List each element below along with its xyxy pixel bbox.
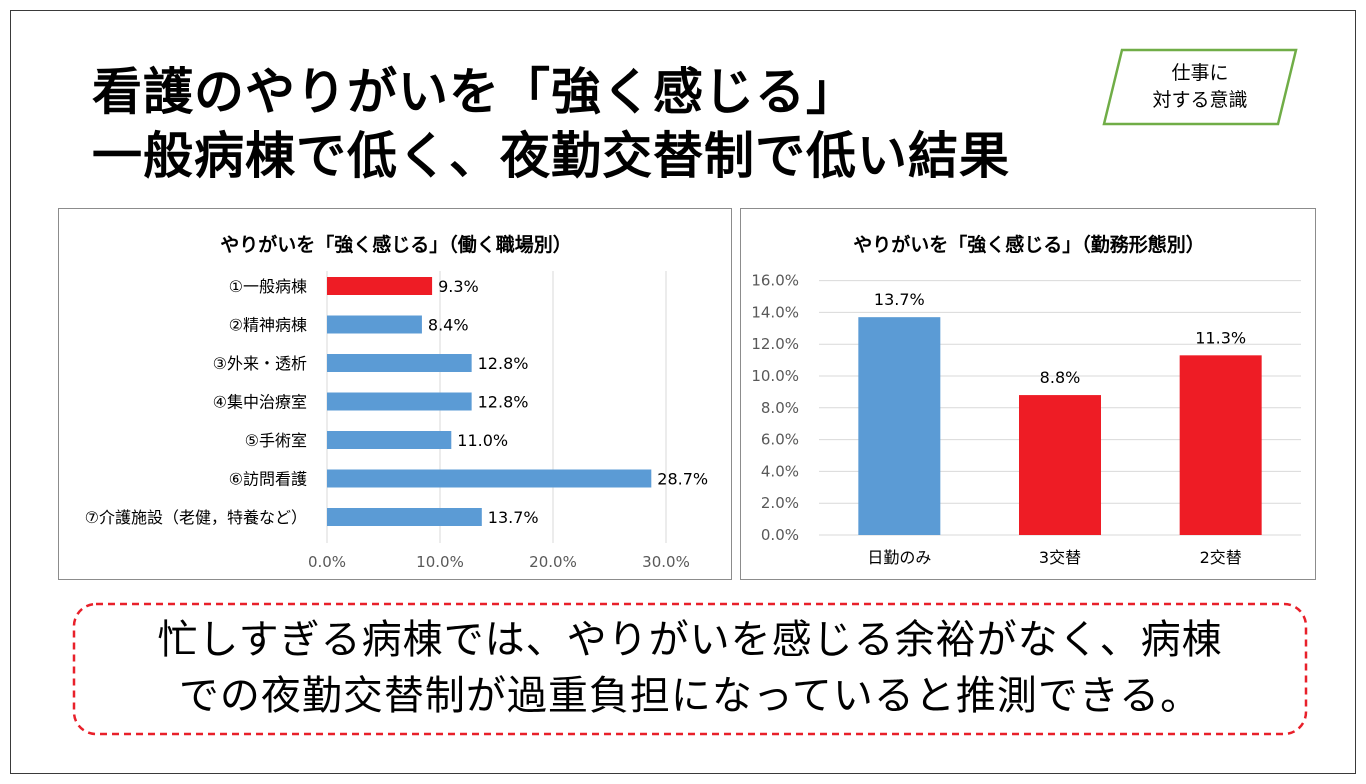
y-tick-label: 4.0% xyxy=(761,462,799,480)
bar xyxy=(327,315,422,334)
y-tick-label: 16.0% xyxy=(751,272,799,290)
y-tick-label: 10.0% xyxy=(751,367,799,385)
category-label: 日勤のみ xyxy=(867,548,931,567)
conclusion-line-1: 忙しすぎる病棟では、やりがいを感じる余裕がなく、病棟 xyxy=(157,617,1223,663)
conclusion-line-2: での夜勤交替制が過重負担になっていると推測できる。 xyxy=(178,673,1202,719)
bar xyxy=(327,469,652,488)
category-label: ④集中治療室 xyxy=(213,393,307,412)
category-label: ⑦介護施設（老健，特養など） xyxy=(85,508,307,527)
chart-workplace-svg: やりがいを「強く感じる」（働く職場別） 0.0% 10.0% 20.0% 30.0% ①… xyxy=(85,233,708,571)
chart-title: やりがいを「強く感じる」（勤務形態別） xyxy=(853,233,1205,256)
x-tick-label: 20.0% xyxy=(529,553,577,571)
x-tick-label: 0.0% xyxy=(308,553,346,571)
data-label: 13.7% xyxy=(874,290,925,309)
data-label: 8.4% xyxy=(428,316,469,335)
chart-shift-svg: やりがいを「強く感じる」（勤務形態別） 0.0% 2.0% 4.0% 6.0% 8.0%… xyxy=(751,233,1301,567)
category-label: 3交替 xyxy=(1039,548,1081,567)
badge-line-1: 仕事に xyxy=(1171,62,1229,84)
bar xyxy=(327,354,472,372)
x-tick-label: 10.0% xyxy=(416,553,464,571)
y-tick-label: 14.0% xyxy=(751,303,799,321)
data-label: 8.8% xyxy=(1040,368,1081,387)
badge-line-2: 対する意識 xyxy=(1152,89,1248,111)
x-tick-label: 30.0% xyxy=(642,553,690,571)
badge-parallelogram xyxy=(1102,48,1298,126)
category-badge: 仕事に 対する意識 xyxy=(1102,48,1298,126)
category-label: ⑤手術室 xyxy=(245,431,307,450)
bar xyxy=(858,317,941,535)
bar xyxy=(1179,355,1262,535)
chart-panel-workplace: やりがいを「強く感じる」（働く職場別） 0.0% 10.0% 20.0% 30.0% ①… xyxy=(58,208,732,580)
category-label: ③外来・透析 xyxy=(213,354,307,373)
bar xyxy=(327,431,452,449)
data-label: 12.8% xyxy=(478,393,529,412)
bar xyxy=(327,277,433,295)
y-tick-label: 8.0% xyxy=(761,399,799,417)
category-label: 2交替 xyxy=(1200,548,1242,567)
conclusion-border xyxy=(72,602,1308,736)
conclusion-box: 忙しすぎる病棟では、やりがいを感じる余裕がなく、病棟 での夜勤交替制が過重負担に… xyxy=(72,602,1308,736)
data-label: 28.7% xyxy=(657,470,708,489)
y-tick-label: 0.0% xyxy=(761,526,799,544)
data-label: 11.3% xyxy=(1195,328,1246,347)
category-label: ⑥訪問看護 xyxy=(229,470,307,489)
slide-title: 看護のやりがいを「強く感じる」 一般病棟で低く、夜勤交替制で低い結果 xyxy=(92,60,1172,188)
bar xyxy=(327,508,482,526)
title-line-2: 一般病棟で低く、夜勤交替制で低い結果 xyxy=(92,127,1010,185)
data-label: 12.8% xyxy=(478,354,529,373)
bar xyxy=(327,392,472,411)
data-label: 11.0% xyxy=(457,431,508,450)
slide-frame xyxy=(10,10,1356,774)
category-label: ②精神病棟 xyxy=(229,316,307,335)
title-line-1: 看護のやりがいを「強く感じる」 xyxy=(92,63,857,121)
y-tick-label: 6.0% xyxy=(761,431,799,449)
chart-title: やりがいを「強く感じる」（働く職場別） xyxy=(220,233,572,256)
category-label: ①一般病棟 xyxy=(229,277,307,296)
y-tick-label: 2.0% xyxy=(761,494,799,512)
data-label: 13.7% xyxy=(488,508,539,527)
chart-panel-shift: やりがいを「強く感じる」（勤務形態別） 0.0% 2.0% 4.0% 6.0% 8.0%… xyxy=(740,208,1316,580)
bar xyxy=(1019,395,1101,535)
y-tick-label: 12.0% xyxy=(751,335,799,353)
data-label: 9.3% xyxy=(438,277,479,296)
